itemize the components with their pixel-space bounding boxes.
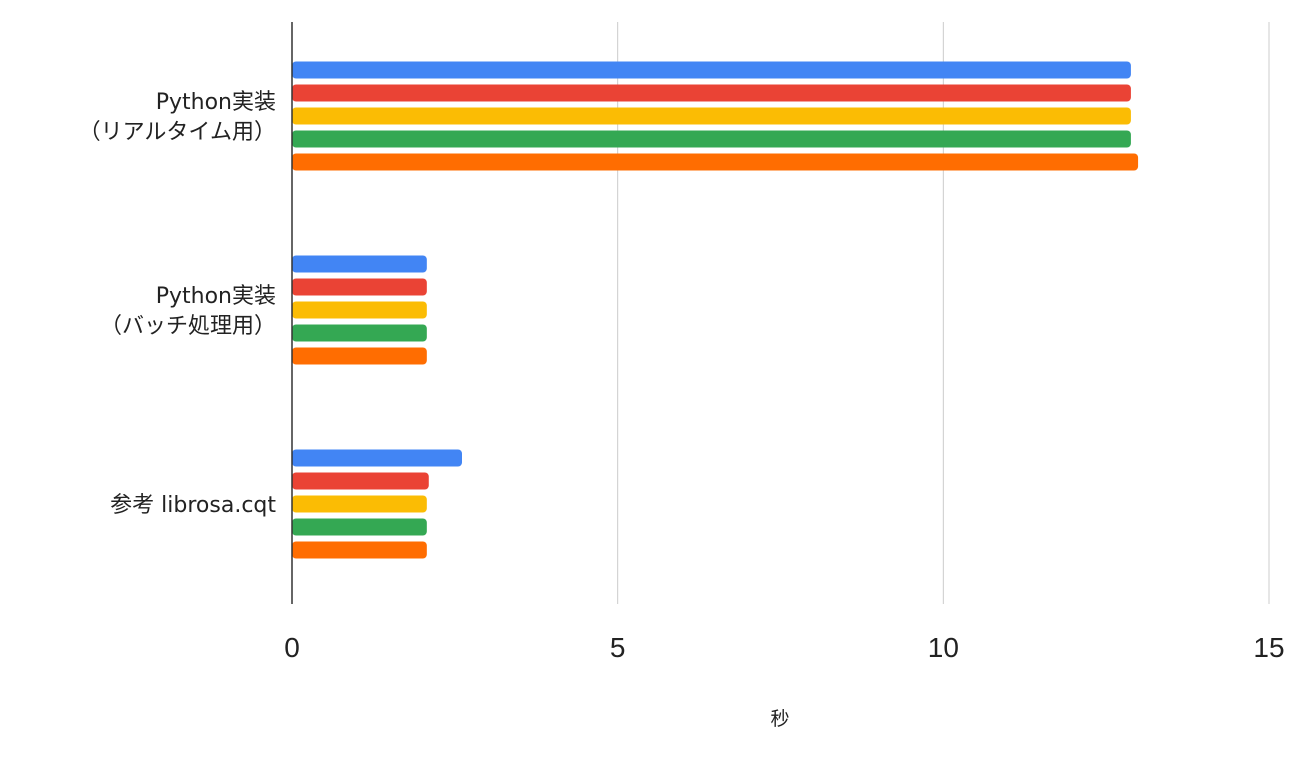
bar (292, 153, 1139, 171)
x-axis-label: 秒 (770, 708, 789, 730)
category-label: Python実装 (156, 284, 276, 309)
bar (292, 324, 427, 342)
bar (292, 449, 462, 467)
category-label: （リアルタイム用） (79, 120, 276, 145)
x-tick-label: 0 (284, 632, 300, 663)
category-labels: Python実装 （リアルタイム用） Python実装 （バッチ処理用） 参考 libr… (79, 90, 277, 518)
bar (292, 495, 427, 513)
bar (292, 61, 1131, 79)
x-tick-label: 15 (1253, 632, 1284, 663)
bar (292, 107, 1131, 125)
bar (292, 541, 427, 559)
bar (292, 347, 427, 365)
x-tick-label: 10 (928, 632, 959, 663)
bar (292, 301, 427, 319)
category-label: Python実装 (156, 90, 276, 115)
bar (292, 84, 1131, 102)
bar (292, 255, 427, 273)
category-label: （バッチ処理用） (100, 314, 276, 339)
bar (292, 518, 427, 536)
x-tick-labels: 0 5 10 15 (284, 632, 1284, 663)
bars (292, 61, 1139, 559)
bar (292, 130, 1131, 148)
x-tick-label: 5 (610, 632, 626, 663)
bar (292, 472, 429, 490)
category-label: 参考 librosa.cqt (110, 493, 276, 518)
bar (292, 278, 427, 296)
